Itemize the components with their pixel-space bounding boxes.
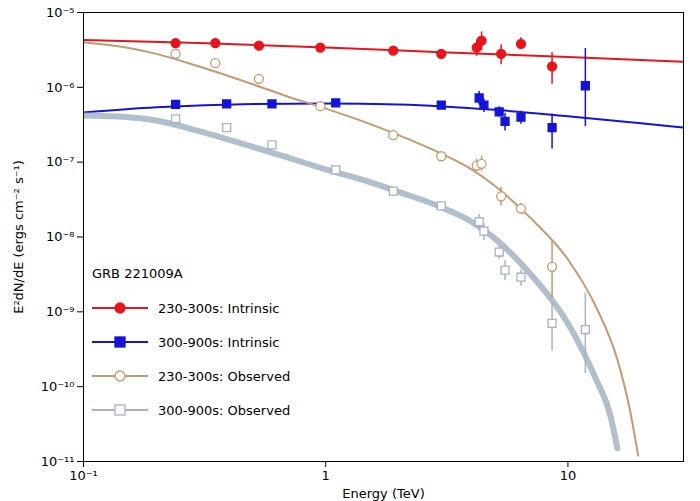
html-text:300-900s: Observed: 300-900s: Observed	[158, 402, 291, 418]
svg-text:10⁻⁶: 10⁻⁶	[46, 79, 75, 94]
html-text:GRB 221009A: GRB 221009A	[92, 266, 183, 281]
svg-text:10⁻⁹: 10⁻⁹	[46, 304, 75, 319]
svg-text:10⁻¹⁰: 10⁻¹⁰	[41, 379, 75, 394]
svg-text:10: 10	[560, 468, 577, 483]
html-text:230-300s: Observed: 230-300s: Observed	[158, 368, 291, 384]
svg-text:10⁻⁵: 10⁻⁵	[46, 5, 75, 20]
svg-text:10⁻⁸: 10⁻⁸	[46, 229, 75, 244]
html-text:230-300s: Intrinsic: 230-300s: Intrinsic	[158, 300, 280, 316]
html-text:300-900s: Intrinsic: 300-900s: Intrinsic	[158, 334, 280, 350]
svg-text:Energy (TeV): Energy (TeV)	[342, 486, 424, 501]
svg-text:10⁻¹¹: 10⁻¹¹	[41, 454, 75, 469]
svg-text:10⁻¹: 10⁻¹	[69, 468, 98, 483]
svg-text:E²dN/dE (ergs cm⁻² s⁻¹): E²dN/dE (ergs cm⁻² s⁻¹)	[11, 160, 26, 314]
svg-text:10⁻⁷: 10⁻⁷	[46, 154, 75, 169]
svg-text:1: 1	[322, 468, 330, 483]
